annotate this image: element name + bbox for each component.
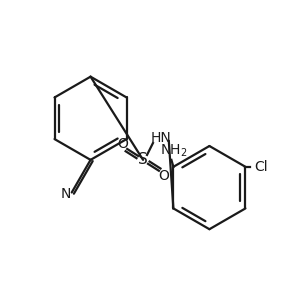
Text: O: O (159, 169, 169, 183)
Text: S: S (138, 152, 148, 167)
Text: HN: HN (150, 131, 171, 145)
Text: NH$_2$: NH$_2$ (159, 143, 187, 159)
Text: Cl: Cl (254, 160, 268, 174)
Text: O: O (117, 137, 128, 151)
Text: N: N (60, 188, 71, 202)
